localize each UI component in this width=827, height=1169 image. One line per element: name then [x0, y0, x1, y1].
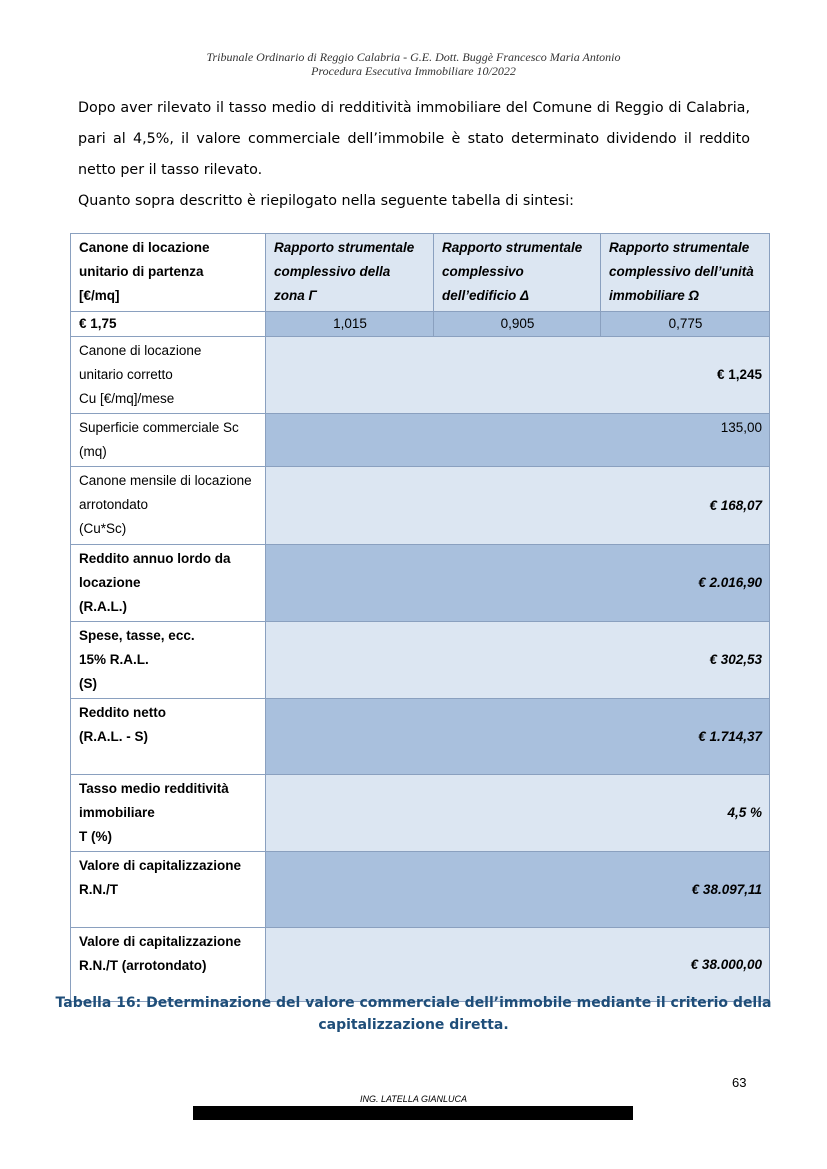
- row-label: Canone mensile di locazione arrotondato …: [70, 466, 266, 545]
- header-line: Procedura Esecutiva Immobiliare 10/2022: [311, 64, 516, 78]
- row-value: 4,5 %: [265, 774, 770, 852]
- row-label: Tasso medio redditività immobiliare T (%…: [70, 774, 266, 852]
- table-row: € 1,75 1,015 0,905 0,775: [70, 311, 770, 337]
- header-cell: Canone di locazione unitario di partenza…: [70, 233, 266, 312]
- cell: € 1,75: [70, 311, 266, 337]
- cell: 0,905: [433, 311, 601, 337]
- cell: 1,015: [265, 311, 434, 337]
- header-line: Tribunale Ordinario di Reggio Calabria -…: [206, 50, 621, 64]
- header-cell: Rapporto strumentale complessivo dell’ed…: [433, 233, 601, 312]
- row-label: Valore di capitalizzazione R.N./T (arrot…: [70, 927, 266, 1002]
- paragraph: Quanto sopra descritto è riepilogato nel…: [78, 193, 574, 209]
- table-row: Reddito netto (R.A.L. - S) € 1.714,37: [70, 698, 770, 775]
- row-value: € 1.714,37: [265, 698, 770, 775]
- table-row: Canone mensile di locazione arrotondato …: [70, 466, 770, 545]
- table-row: Tasso medio redditività immobiliare T (%…: [70, 774, 770, 852]
- table-row: Valore di capitalizzazione R.N./T € 38.0…: [70, 851, 770, 928]
- row-value: € 302,53: [265, 621, 770, 699]
- row-value: € 1,245: [265, 336, 770, 414]
- table-header: Canone di locazione unitario di partenza…: [70, 233, 770, 312]
- table-row: Superficie commerciale Sc (mq) 135,00: [70, 413, 770, 467]
- row-value: € 38.097,11: [265, 851, 770, 928]
- header-cell: Rapporto strumentale complessivo della z…: [265, 233, 434, 312]
- row-label: Superficie commerciale Sc (mq): [70, 413, 266, 467]
- row-value: € 2.016,90: [265, 544, 770, 622]
- header-cell: Rapporto strumentale complessivo dell’un…: [600, 233, 770, 312]
- table-row: Canone di locazione unitario corretto Cu…: [70, 336, 770, 414]
- table-row: Reddito annuo lordo da locazione (R.A.L.…: [70, 544, 770, 622]
- table-row: Spese, tasse, ecc. 15% R.A.L. (S) € 302,…: [70, 621, 770, 699]
- row-value: € 168,07: [265, 466, 770, 545]
- summary-table: Canone di locazione unitario di partenza…: [70, 233, 770, 1002]
- row-label: Reddito netto (R.A.L. - S): [70, 698, 266, 775]
- cell: 0,775: [600, 311, 770, 337]
- row-label: Valore di capitalizzazione R.N./T: [70, 851, 266, 928]
- table-caption: Tabella 16: Determinazione del valore co…: [55, 995, 772, 1033]
- row-label: Canone di locazione unitario corretto Cu…: [70, 336, 266, 414]
- paragraph: Dopo aver rilevato il tasso medio di red…: [78, 100, 750, 178]
- row-value: 135,00: [265, 413, 770, 467]
- row-label: Spese, tasse, ecc. 15% R.A.L. (S): [70, 621, 266, 699]
- row-value: € 38.000,00: [265, 927, 770, 1002]
- page-number: 63: [732, 1075, 747, 1090]
- table-row: Valore di capitalizzazione R.N./T (arrot…: [70, 927, 770, 1002]
- row-label: Reddito annuo lordo da locazione (R.A.L.…: [70, 544, 266, 622]
- footer: ING. LATELLA GIANLUCA: [359, 1094, 468, 1104]
- redaction-bar: [193, 1106, 633, 1120]
